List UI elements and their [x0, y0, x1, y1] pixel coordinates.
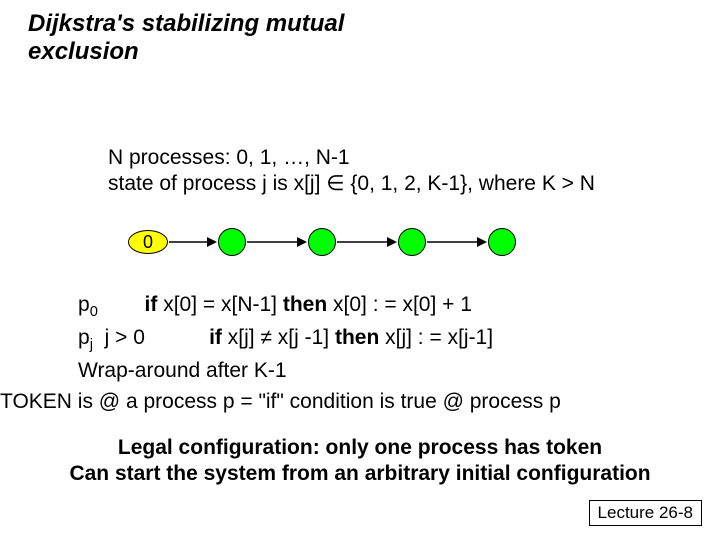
- rules-block: p0 if x[0] = x[N-1] then x[0] : = x[0] +…: [78, 290, 493, 385]
- pj-then: then: [335, 326, 379, 349]
- node-2: [308, 228, 336, 256]
- wrap-line: Wrap-around after K-1: [78, 356, 493, 385]
- process-description: N processes: 0, 1, …, N-1 state of proce…: [108, 145, 595, 198]
- slide-title: Dijkstra's stabilizing mutual exclusion: [28, 10, 344, 65]
- p0-p: p: [78, 293, 90, 316]
- p0-then: then: [283, 293, 327, 316]
- rule-p0: p0 if x[0] = x[N-1] then x[0] : = x[0] +…: [78, 290, 493, 323]
- title-line1: Dijkstra's stabilizing mutual: [28, 10, 344, 37]
- arrow-2: [337, 234, 397, 250]
- rule-pj: pj j > 0 if x[j] ≠ x[j -1] then x[j] : =…: [78, 323, 493, 356]
- pj-cond: x[j] ≠ x[j -1]: [222, 326, 335, 349]
- node-1: [218, 228, 246, 256]
- legal-config: Legal configuration: only one process ha…: [0, 435, 720, 488]
- proc-line1: N processes: 0, 1, …, N-1: [108, 145, 595, 171]
- legal-line2: Can start the system from an arbitrary i…: [0, 461, 720, 487]
- arrow-0: [169, 234, 217, 250]
- title-line2: exclusion: [28, 38, 139, 65]
- lecture-label: Lecture 26-8: [589, 500, 702, 526]
- pj-p: p: [78, 326, 90, 349]
- node-4: [488, 228, 516, 256]
- ring-diagram: 0: [128, 224, 548, 264]
- pj-guard: j > 0: [93, 326, 209, 349]
- arrow-1: [247, 234, 307, 250]
- token-line: TOKEN is @ a process p = "if" condition …: [0, 390, 561, 414]
- node-0: 0: [128, 230, 168, 254]
- proc-line2: state of process j is x[j] ∈ {0, 1, 2, K…: [108, 171, 595, 197]
- pj-act: x[j] : = x[j-1]: [379, 326, 493, 349]
- p0-cond: x[0] = x[N-1]: [157, 293, 282, 316]
- p0-if: if: [145, 293, 158, 316]
- arrow-3: [427, 234, 487, 250]
- p0-sub: 0: [90, 304, 98, 320]
- pj-if: if: [209, 326, 222, 349]
- node-3: [398, 228, 426, 256]
- legal-line1: Legal configuration: only one process ha…: [0, 435, 720, 461]
- p0-act: x[0] : = x[0] + 1: [327, 293, 472, 316]
- p0-gap: [98, 293, 145, 316]
